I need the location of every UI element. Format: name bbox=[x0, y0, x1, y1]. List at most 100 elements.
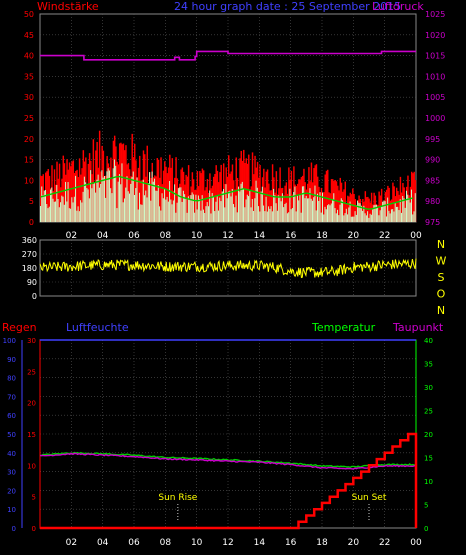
pressure-y-tick: 990 bbox=[425, 156, 440, 165]
wind-bar bbox=[206, 202, 208, 222]
wind-bar bbox=[186, 212, 188, 222]
wind-bar bbox=[289, 188, 291, 222]
wind-bar bbox=[50, 189, 52, 222]
wind-bar bbox=[165, 199, 167, 222]
x-tick-label: 20 bbox=[348, 231, 360, 241]
gust-bar bbox=[379, 195, 382, 222]
wind-bar bbox=[55, 201, 57, 222]
gust-bar bbox=[234, 189, 236, 222]
gust-bar bbox=[243, 149, 245, 222]
wind-bar bbox=[200, 210, 202, 222]
wind-bar bbox=[397, 206, 399, 222]
x-tick-label: 18 bbox=[316, 538, 328, 548]
wind-bar bbox=[385, 216, 387, 222]
wind-bar bbox=[120, 184, 122, 222]
gust-bar bbox=[78, 158, 81, 222]
x-tick-label: 02 bbox=[66, 538, 77, 548]
wind-bar bbox=[101, 170, 103, 222]
gust-bar bbox=[134, 143, 136, 222]
temperature-y-tick: 0 bbox=[424, 525, 428, 533]
wind-bar bbox=[402, 196, 404, 222]
wind-bar bbox=[112, 168, 114, 222]
wind-bar bbox=[222, 189, 224, 222]
gust-bar bbox=[220, 164, 222, 222]
wind-bar bbox=[335, 213, 337, 222]
wind-bar bbox=[389, 213, 391, 222]
gust-bar bbox=[370, 192, 373, 222]
wind-bar bbox=[52, 198, 54, 222]
gust-bar bbox=[70, 166, 72, 222]
wind-bar bbox=[365, 215, 367, 222]
wind-bar bbox=[315, 210, 317, 222]
wind-bar bbox=[348, 207, 350, 222]
wind-bar bbox=[355, 214, 357, 222]
gust-bar bbox=[140, 180, 142, 222]
wind-bar bbox=[229, 190, 231, 222]
gust-bar bbox=[167, 167, 170, 222]
wind-bar bbox=[176, 202, 178, 222]
wind-bar bbox=[91, 188, 93, 222]
wind-bar bbox=[92, 184, 94, 222]
gust-bar bbox=[205, 187, 207, 222]
wind-bar bbox=[131, 176, 133, 222]
wind-bar bbox=[135, 188, 137, 222]
gust-bar bbox=[181, 167, 184, 222]
wind-bar bbox=[265, 196, 267, 222]
gust-bar bbox=[176, 178, 179, 222]
wind-bar bbox=[66, 201, 68, 222]
direction-y-tick: 360 bbox=[22, 236, 37, 245]
gust-bar bbox=[250, 186, 253, 222]
gust-bar bbox=[246, 163, 249, 222]
wind-bar bbox=[182, 190, 184, 222]
wind-bar bbox=[410, 189, 412, 222]
gust-bar bbox=[279, 167, 281, 222]
wind-bar bbox=[354, 211, 356, 222]
rain-y-tick: 25 bbox=[27, 368, 36, 376]
wind-bar bbox=[388, 210, 390, 222]
wind-bar bbox=[251, 198, 253, 222]
wind-bar bbox=[378, 215, 380, 222]
x-tick-label: 06 bbox=[128, 231, 140, 241]
wind-bar bbox=[96, 179, 98, 222]
wind-average-line bbox=[40, 175, 414, 210]
wind-bar bbox=[352, 216, 354, 222]
pressure-y-tick: 1000 bbox=[425, 114, 445, 123]
wind-bar bbox=[275, 203, 277, 222]
wind-bar bbox=[300, 212, 302, 222]
direction-y-axis-ticks: 0 90 180 270 360 bbox=[22, 236, 37, 301]
wind-bar bbox=[260, 191, 262, 222]
wind-bar bbox=[270, 206, 272, 222]
gust-bar bbox=[397, 191, 399, 222]
wind-bar bbox=[170, 199, 172, 222]
gust-bar bbox=[353, 193, 355, 222]
wind-bar bbox=[171, 204, 173, 222]
wind-bar bbox=[259, 211, 261, 222]
temperature-y-tick: 15 bbox=[424, 455, 433, 463]
rain-title: Regen bbox=[2, 321, 37, 334]
gust-bar bbox=[395, 187, 398, 222]
wind-bar bbox=[316, 193, 318, 222]
x-tick-label: 04 bbox=[97, 538, 109, 548]
wind-bar bbox=[367, 211, 369, 222]
wind-bar bbox=[217, 210, 219, 222]
wind-bar bbox=[116, 208, 118, 222]
wind-bar bbox=[169, 181, 171, 222]
wind-bar bbox=[105, 197, 107, 222]
gust-bar bbox=[71, 161, 73, 222]
wind-bar bbox=[399, 199, 401, 222]
gust-bar bbox=[58, 163, 61, 222]
wind-bar bbox=[345, 208, 347, 222]
wind-bar bbox=[130, 183, 132, 222]
x-tick-label: 10 bbox=[191, 538, 203, 548]
gust-bar bbox=[355, 205, 358, 222]
wind-bar bbox=[338, 215, 340, 222]
wind-bar bbox=[238, 186, 240, 222]
temperature-y-tick: 20 bbox=[424, 431, 433, 439]
gust-bar bbox=[362, 199, 364, 222]
wind-bar bbox=[400, 212, 402, 222]
gust-bar bbox=[66, 159, 68, 222]
wind-bar bbox=[359, 203, 361, 222]
gust-bar bbox=[150, 178, 152, 222]
wind-bar bbox=[43, 190, 45, 222]
